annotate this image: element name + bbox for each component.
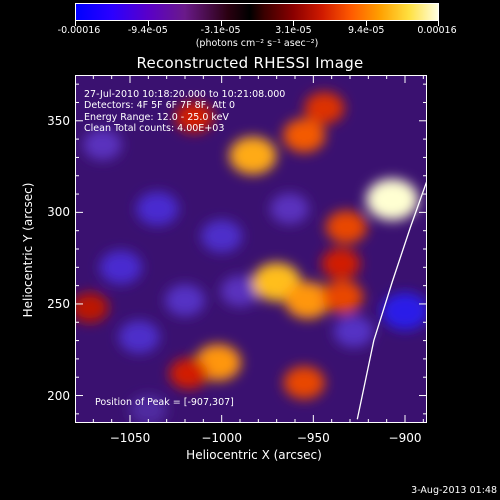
heatmap-plot: [75, 75, 427, 423]
colorbar: [75, 3, 439, 21]
info-time-range: 27-Jul-2010 10:18:20.000 to 10:21:08.000: [84, 89, 286, 100]
x-tick-label: −1000: [201, 431, 242, 445]
colorbar-units: (photons cm⁻² s⁻¹ asec⁻²): [195, 38, 319, 49]
heatmap-bright-region: [304, 91, 345, 124]
heatmap-bright-region: [366, 178, 419, 221]
heatmap-bright-region: [169, 358, 209, 390]
heatmap-dark-region: [83, 129, 122, 161]
colorbar-tick-label: -3.1e-05: [200, 25, 241, 36]
heatmap-bright-region: [284, 281, 331, 319]
info-counts: Clean Total counts: 4.00E+03: [84, 123, 225, 134]
heatmap-dark-region: [165, 284, 205, 317]
heatmap-bright-region: [283, 366, 325, 400]
heatmap-dark-region: [136, 191, 179, 226]
colorbar-tick-label: 3.1e-05: [275, 25, 312, 36]
y-tick-label: 300: [47, 205, 70, 220]
colorbar-tick: [220, 21, 222, 26]
heatmap-bright-region: [282, 118, 326, 153]
colorbar-tick: [293, 21, 295, 26]
heatmap-dark-region: [201, 219, 243, 253]
heatmap-bright-region: [229, 136, 277, 175]
y-tick-label: 350: [47, 113, 70, 128]
x-axis-title: Heliocentric X (arcsec): [186, 448, 322, 462]
datestamp: 3-Aug-2013 01:48: [411, 485, 497, 496]
x-tick-label: −1050: [109, 431, 151, 445]
heatmap-dark-region: [129, 395, 168, 423]
colorbar-tick-label: -0.00016: [57, 25, 101, 36]
heatmap-dark-region: [118, 320, 160, 354]
heatmap-dark-region: [333, 315, 374, 348]
heatmap-bright-region: [75, 292, 109, 323]
peak-position-label: Position of Peak = [-907,307]: [95, 397, 234, 408]
y-tick-label: 250: [47, 296, 70, 311]
heatmap-dark-region: [220, 275, 260, 307]
info-energy-range: Energy Range: 12.0 - 25.0 keV: [84, 112, 229, 123]
x-tick-label: −950: [296, 431, 330, 445]
heatmap-bright-region: [322, 280, 364, 314]
heatmap-bright-region: [325, 210, 367, 244]
colorbar-tick-label: 9.4e-05: [347, 25, 385, 36]
colorbar-tick: [75, 21, 76, 26]
colorbar-tick: [366, 21, 368, 26]
y-tick-label: 200: [47, 388, 70, 403]
info-detectors: Detectors: 4F 5F 6F 7F 8F, Att 0: [84, 100, 236, 111]
heatmap-bright-region: [321, 248, 361, 280]
colorbar-tick-label: -9.4e-05: [127, 25, 168, 36]
colorbar-tick: [147, 21, 149, 26]
y-axis-title: Heliocentric Y (arcsec): [21, 182, 35, 318]
heatmap-dark-region: [270, 193, 309, 225]
solar-limb-line: [356, 178, 427, 420]
colorbar-tick: [438, 21, 439, 26]
x-tick-label: −900: [388, 431, 422, 445]
colorbar-tick-label: 0.00016: [417, 25, 457, 36]
heatmap-dark-region: [99, 250, 143, 285]
plot-title: Reconstructed RHESSI Image: [136, 54, 364, 72]
heatmap-bright-region: [174, 101, 214, 133]
heatmap-dark-region: [381, 292, 427, 331]
